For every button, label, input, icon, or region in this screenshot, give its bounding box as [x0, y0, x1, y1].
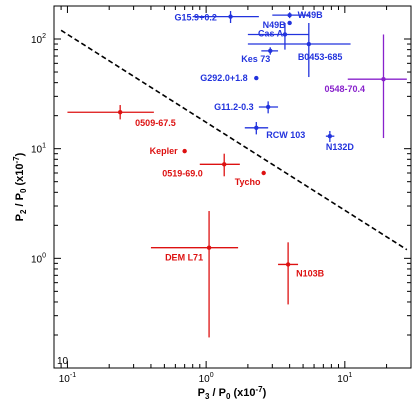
point-label: 0509-67.5 — [135, 118, 176, 128]
plot-frame — [53, 5, 412, 369]
axis-ticks: 10-1 100 101 100 101 102 10 — [31, 5, 412, 385]
point-marker — [261, 170, 266, 176]
point-n132d: N132D — [326, 130, 355, 152]
point-marker — [327, 133, 333, 139]
point-dem-l71: DEM L71 — [150, 211, 239, 338]
point-kes-73: Kes 73 — [241, 47, 279, 64]
point-b0453-685: B0453-685 — [247, 22, 351, 78]
point-label: Tycho — [235, 177, 261, 187]
point-w49b: W49B — [272, 10, 323, 20]
point-0519-69-0: 0519-69.0 — [162, 153, 240, 178]
point-label: 0519-69.0 — [162, 168, 203, 178]
point-label: N132D — [326, 142, 355, 152]
y-bottom-tick-label: 10 — [57, 356, 69, 367]
point-label: W49B — [298, 10, 324, 20]
reference-line — [60, 29, 408, 251]
x-tick-label: 100 — [199, 372, 214, 385]
point-label: N49B — [263, 20, 287, 30]
point-marker — [287, 12, 292, 18]
point-marker — [268, 48, 273, 54]
y-tick-label: 102 — [31, 33, 46, 46]
point-marker — [254, 125, 259, 131]
point-0509-67-5: 0509-67.5 — [67, 105, 176, 128]
point-tycho: Tycho — [235, 170, 266, 187]
point-label: RCW 103 — [266, 130, 305, 140]
x-tick-label: 10-1 — [59, 372, 76, 385]
point-label: G292.0+1.8 — [200, 73, 247, 83]
point-rcw-103: RCW 103 — [244, 122, 305, 140]
y-axis-title: P2 / P0 (x10-7) — [12, 152, 28, 221]
point-n49b: N49B — [263, 20, 292, 30]
point-marker — [306, 41, 312, 47]
point-marker — [206, 245, 212, 250]
point-marker — [254, 75, 259, 81]
point-label: 0548-70.4 — [324, 84, 365, 94]
point-label: Kes 73 — [241, 54, 270, 64]
point-marker — [265, 104, 271, 110]
x-axis-title: P3 / P0 (x10-7) — [198, 385, 267, 401]
point-marker — [182, 148, 187, 154]
point-cas-a: Cas A — [247, 22, 309, 50]
point-g15-9-0-2: G15.9+0.2 — [175, 11, 259, 23]
point-marker — [287, 20, 292, 26]
point-n103b: N103B — [278, 242, 325, 305]
point-label: G15.9+0.2 — [175, 13, 217, 23]
point-label: N103B — [296, 268, 325, 278]
point-g292-0-1-8: G292.0+1.8 — [200, 73, 259, 83]
point-kepler: Kepler — [150, 146, 187, 156]
point-marker — [222, 162, 227, 167]
y-tick-label: 100 — [31, 252, 46, 265]
point-label: Cas A — [258, 28, 284, 38]
point-g11-2-0-3: G11.2-0.3 — [214, 101, 279, 114]
point-label: Kepler — [150, 146, 179, 156]
point-label: G11.2-0.3 — [214, 102, 254, 112]
point-label: B0453-685 — [298, 52, 343, 62]
point-marker — [282, 32, 288, 37]
reference-line-group — [60, 29, 408, 251]
point-label: DEM L71 — [165, 253, 203, 263]
point-marker — [228, 14, 233, 19]
point-marker — [285, 262, 291, 267]
x-tick-label: 101 — [337, 372, 352, 385]
point-0548-70-4: 0548-70.4 — [324, 34, 407, 139]
point-marker — [117, 110, 123, 115]
y-tick-label: 101 — [31, 143, 46, 156]
point-marker — [381, 77, 386, 82]
